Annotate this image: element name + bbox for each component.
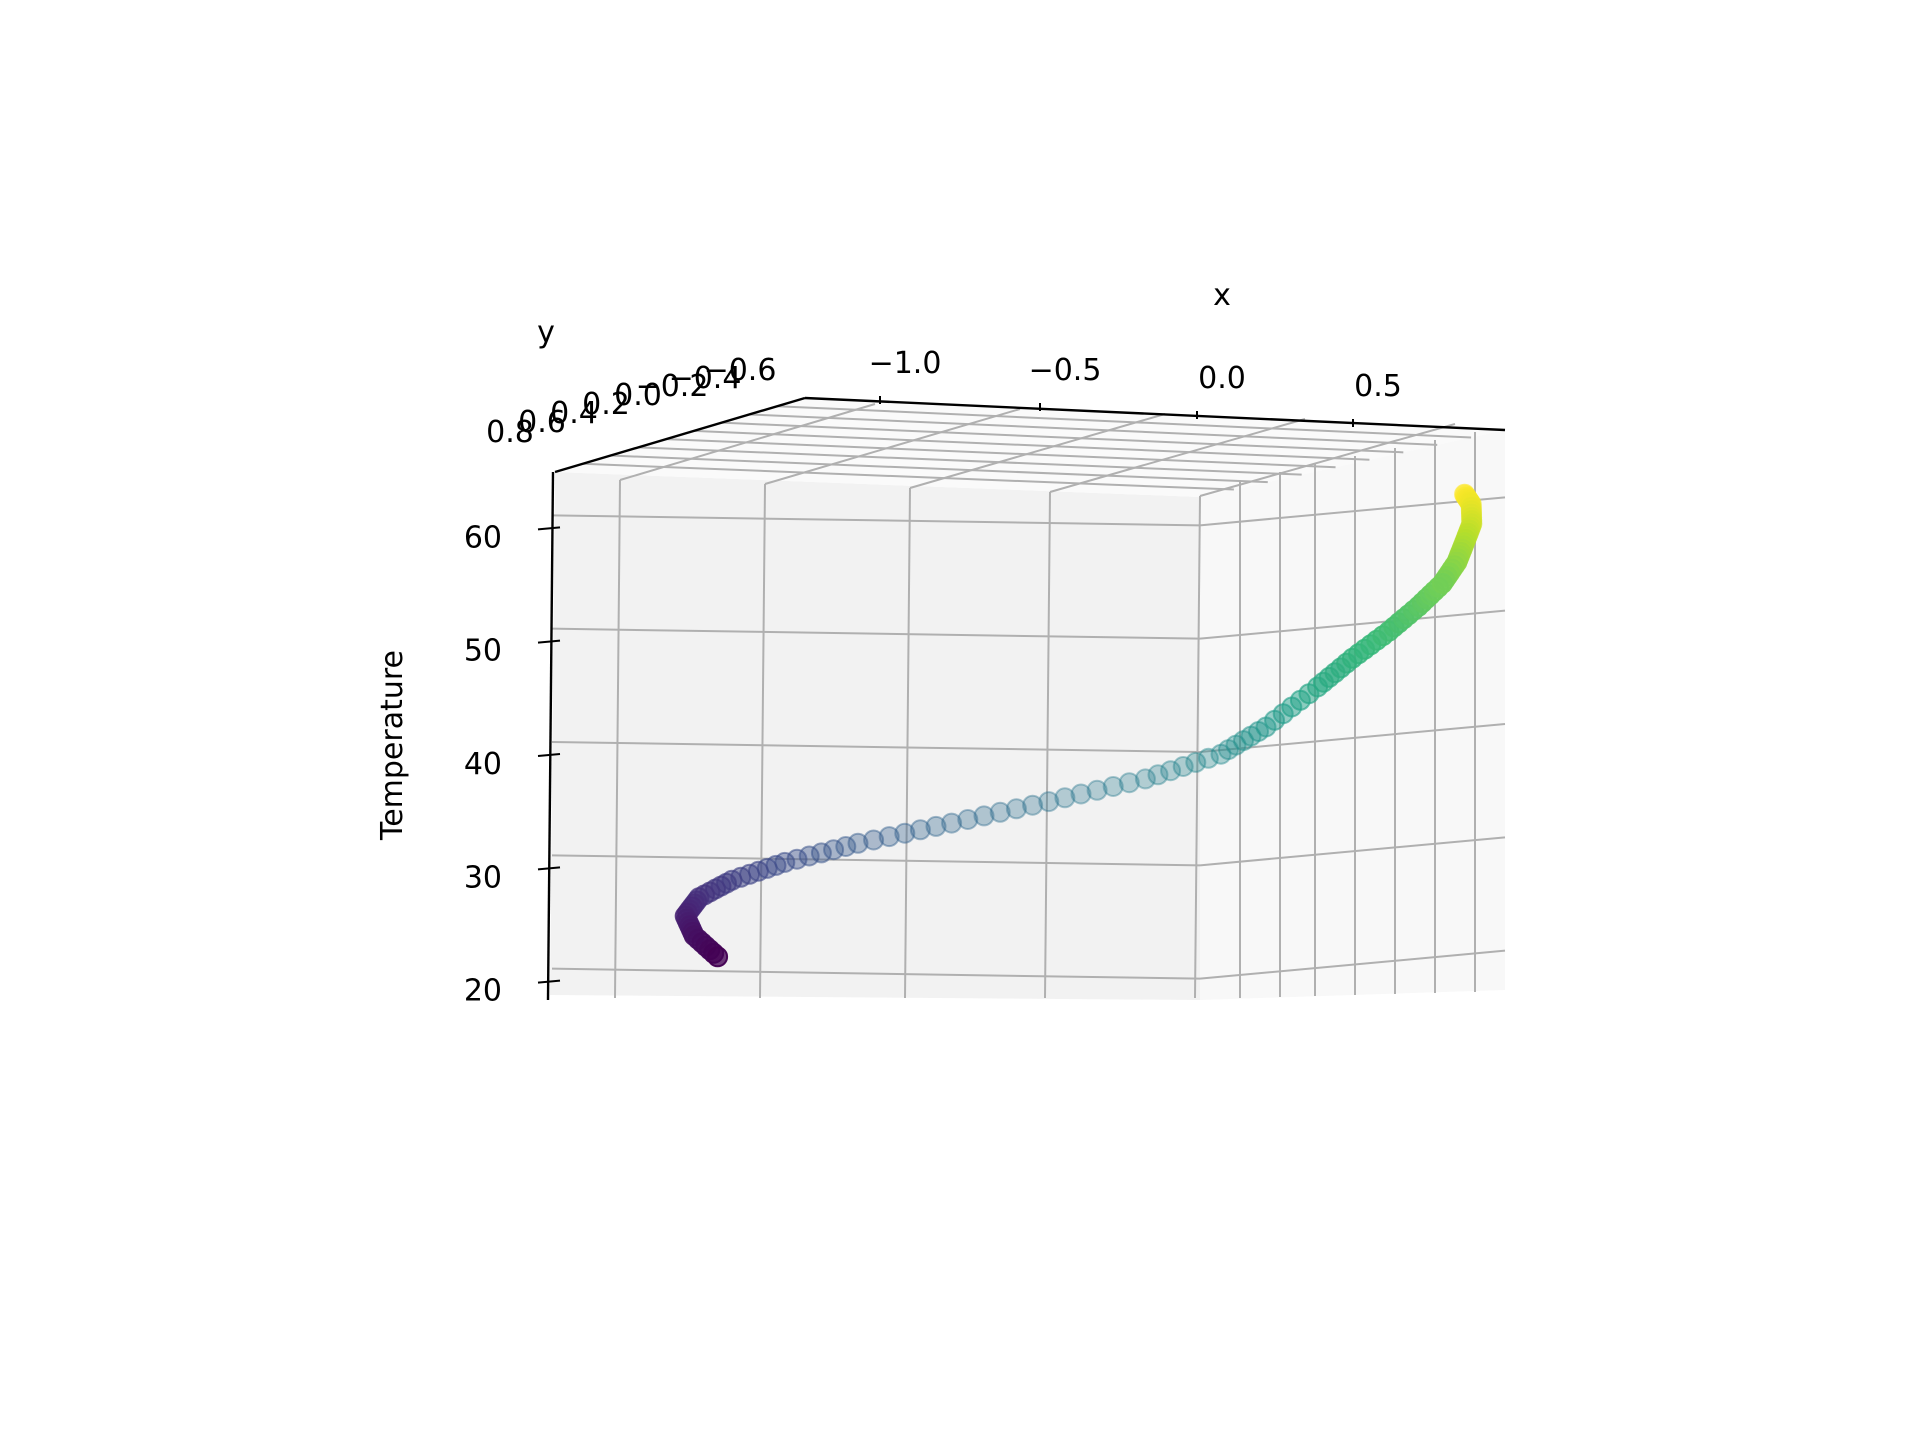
y-tick-label: 0.2 bbox=[582, 387, 630, 422]
scatter-point bbox=[1038, 791, 1060, 813]
scatter-point bbox=[1005, 798, 1027, 820]
grid-line-top bbox=[693, 429, 1370, 461]
tick-labels: −1.0 −0.5 0.0 0.5−0.6−0.4−0.20.00.20.40.60.… bbox=[464, 346, 1402, 1009]
scatter-point bbox=[863, 829, 885, 851]
scatter-point bbox=[989, 801, 1011, 823]
y-tick-label: 0.4 bbox=[550, 396, 598, 431]
grid-line-z bbox=[1199, 949, 1506, 980]
y-tick-label: 0.6 bbox=[518, 405, 566, 440]
scatter-point bbox=[847, 832, 869, 854]
grid-line-z bbox=[551, 741, 1201, 753]
scatter-point bbox=[878, 826, 900, 848]
scatter-point bbox=[1218, 739, 1239, 761]
grid-lines bbox=[551, 403, 1506, 999]
z-axis-label: Temperature bbox=[375, 650, 410, 841]
scatter-point bbox=[957, 809, 979, 830]
scatter-point bbox=[1172, 756, 1194, 777]
z-tick-mark bbox=[537, 526, 561, 531]
grid-line-z bbox=[1199, 836, 1506, 867]
y-axis-label: y bbox=[537, 315, 555, 350]
grid-line-z bbox=[551, 854, 1201, 867]
scatter-point bbox=[835, 836, 857, 857]
grid-line-z bbox=[1199, 496, 1506, 527]
grid-line-top bbox=[764, 408, 1021, 485]
z-axis-line bbox=[546, 471, 555, 1001]
grid-line-top bbox=[749, 413, 1438, 446]
scatter-point bbox=[823, 839, 845, 861]
grid-line-top bbox=[909, 413, 1166, 489]
grid-line-x bbox=[614, 479, 621, 999]
scatter-point bbox=[973, 805, 995, 827]
grid-line-x bbox=[1044, 491, 1051, 999]
z-tick-label: 40 bbox=[464, 747, 502, 782]
scatter-points bbox=[674, 483, 1483, 968]
grid-line-x bbox=[904, 487, 911, 999]
grid-line-z bbox=[551, 627, 1201, 640]
z-tick-mark bbox=[537, 753, 561, 757]
back-pane-left bbox=[550, 472, 1200, 1000]
grid-line-top bbox=[582, 462, 1234, 491]
scatter-point bbox=[1210, 743, 1232, 765]
scatter-point bbox=[1070, 783, 1092, 805]
grid-line-top bbox=[666, 438, 1336, 469]
scatter-point bbox=[1086, 779, 1108, 801]
scatter-point bbox=[1102, 776, 1124, 797]
y-axis-line bbox=[554, 396, 806, 474]
grid-line-top bbox=[721, 421, 1404, 454]
grid-line-top bbox=[610, 454, 1268, 484]
scatter-point bbox=[1118, 772, 1140, 794]
scatter-point bbox=[1197, 747, 1219, 769]
back-pane-right bbox=[1200, 430, 1505, 1000]
grid-line-z bbox=[1199, 609, 1506, 640]
scatter-point bbox=[894, 822, 916, 844]
axis-lines bbox=[546, 396, 1506, 1001]
scatter-point bbox=[707, 946, 729, 968]
scatter-point bbox=[1431, 572, 1453, 594]
z-tick-label: 30 bbox=[464, 860, 502, 895]
scatter-point bbox=[1185, 751, 1207, 773]
grid-line-top bbox=[1049, 418, 1306, 493]
x-tick-label: −1.0 bbox=[869, 346, 942, 381]
y-tick-label: 0.8 bbox=[486, 415, 534, 450]
scatter-point bbox=[810, 842, 832, 864]
scatter-point bbox=[909, 819, 931, 841]
z-tick-mark bbox=[537, 866, 561, 871]
scatter-point bbox=[941, 812, 963, 834]
x-axis-line bbox=[804, 396, 1506, 432]
y-tick-label: −0.4 bbox=[669, 361, 742, 396]
grid-line-z bbox=[551, 967, 1201, 980]
scatter-point bbox=[1147, 764, 1169, 786]
x-axis-label: x bbox=[1213, 278, 1231, 313]
grid-line-top bbox=[1199, 423, 1456, 497]
grid-line-top bbox=[638, 446, 1302, 476]
z-tick-mark bbox=[537, 639, 561, 644]
grid-line-x bbox=[759, 483, 766, 999]
grid-line-z bbox=[551, 514, 1201, 527]
x-tick-label: −0.5 bbox=[1029, 353, 1102, 388]
y-tick-label: −0.2 bbox=[636, 369, 709, 404]
z-tick-label: 20 bbox=[464, 974, 502, 1009]
y-tick-label: −0.6 bbox=[704, 353, 777, 388]
x-tick-label: 0.5 bbox=[1354, 369, 1402, 404]
scatter-point bbox=[1022, 794, 1044, 816]
y-tick-label: 0.0 bbox=[614, 378, 662, 413]
scatter-point bbox=[798, 845, 820, 867]
z-tick-label: 50 bbox=[464, 634, 502, 669]
scatter-point bbox=[1160, 760, 1182, 782]
z-tick-mark bbox=[537, 979, 561, 984]
z-tick-label: 60 bbox=[464, 520, 502, 555]
grid-line-top bbox=[777, 405, 1472, 439]
scatter-point bbox=[786, 848, 808, 870]
x-tick-label: 0.0 bbox=[1198, 361, 1246, 396]
scatter-point bbox=[1054, 787, 1076, 809]
scatter-point bbox=[925, 815, 947, 837]
grid-line-x bbox=[1194, 495, 1201, 999]
scatter-point bbox=[1134, 768, 1156, 790]
